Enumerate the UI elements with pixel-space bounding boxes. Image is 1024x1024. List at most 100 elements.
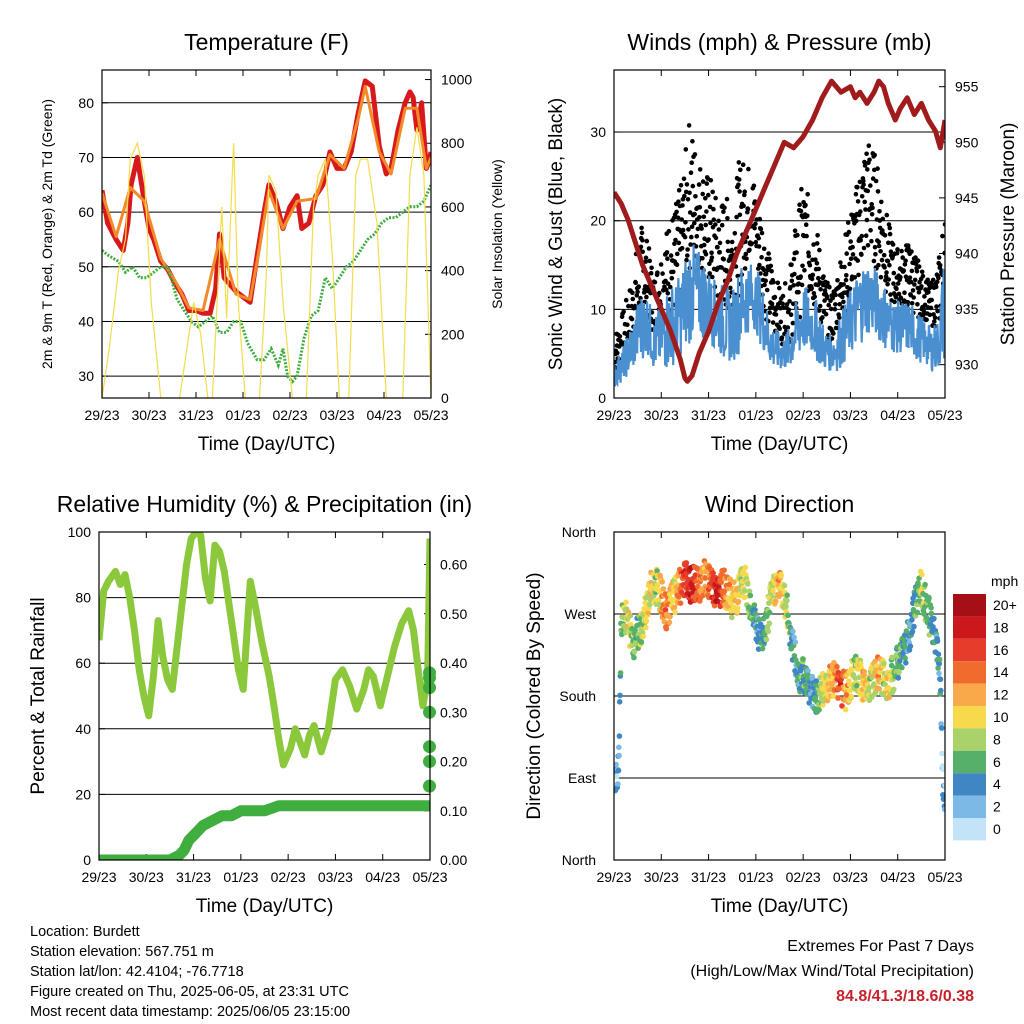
winds-gust-point	[826, 302, 831, 308]
winds-pressure-line	[614, 78, 945, 384]
direction-point	[857, 660, 864, 667]
winds-gust-point	[895, 247, 900, 252]
winds-gust-point	[942, 250, 945, 256]
winds-gust-point	[648, 270, 654, 276]
winds-gust-point	[743, 251, 749, 257]
winds-ytick-label: 10	[590, 301, 606, 317]
winds-gust-point	[845, 220, 851, 225]
direction-point	[656, 601, 662, 608]
winds-gust-point	[861, 182, 866, 187]
direction-point	[847, 687, 853, 694]
direction-point	[790, 628, 796, 635]
winds-gust-point	[664, 287, 669, 293]
direction-point	[659, 579, 665, 585]
winds-gust-point	[866, 143, 872, 148]
winds-gust-point	[699, 226, 704, 231]
winds-gust-point	[626, 303, 631, 309]
winds-gust-point	[859, 194, 865, 199]
winds-gust-point	[886, 240, 891, 246]
legend-swatch	[953, 795, 986, 818]
winds-gust-point	[799, 186, 804, 192]
winds-gust-point	[700, 255, 705, 261]
winds-gust-point	[736, 177, 742, 182]
direction-point	[731, 579, 737, 585]
direction-point	[876, 686, 883, 692]
winds-xtick-label: 29/23	[596, 407, 631, 423]
winds-gust-point	[919, 284, 924, 289]
winds-gust-point	[614, 359, 618, 365]
winds-gust-point	[721, 257, 726, 262]
temperature-ytick-label: 70	[78, 149, 94, 165]
direction-point	[903, 660, 909, 666]
winds-gust-point	[900, 255, 905, 260]
winds-gust-point	[901, 268, 907, 273]
direction-point	[741, 587, 748, 594]
winds-gust-point	[686, 227, 691, 232]
winds-gust-point	[883, 274, 889, 279]
winds-gust-point	[798, 208, 804, 214]
extremes-title: Extremes For Past 7 Days	[787, 938, 974, 955]
direction-point	[614, 773, 620, 780]
direction-point	[813, 678, 820, 684]
station-location: Location: Burdett	[30, 924, 140, 940]
winds-gust-point	[884, 212, 890, 218]
winds-gust-point	[898, 274, 903, 280]
direction-point	[902, 655, 908, 662]
winds-gust-point	[771, 279, 776, 285]
winds-gust-point	[707, 204, 713, 210]
direction-point	[744, 581, 751, 587]
winds-gust-point	[879, 199, 884, 205]
winds-gust-point	[805, 213, 810, 219]
winds-gust-point	[665, 281, 671, 287]
winds-gust-point	[844, 251, 849, 256]
winds-xtick-label: 05/23	[927, 407, 962, 423]
temperature-xtick-label: 02/23	[272, 407, 307, 423]
humidity-frame	[98, 531, 431, 861]
humidity-xtick-label: 29/23	[81, 869, 116, 885]
winds-gust-point	[713, 195, 718, 201]
direction-point	[617, 692, 623, 699]
direction-point	[632, 627, 638, 634]
legend-swatch	[953, 594, 986, 617]
winds-gust-point	[890, 242, 896, 247]
humidity-ytick-label: 0	[83, 852, 91, 868]
direction-point	[752, 607, 758, 613]
winds-gust-point	[735, 273, 740, 279]
winds-gust-point	[932, 319, 937, 324]
direction-frame	[613, 531, 946, 861]
winds-gust-point	[895, 281, 901, 286]
direction-point	[888, 662, 895, 669]
figure-created: Figure created on Thu, 2025-06-05, at 23…	[30, 984, 349, 1000]
direction-point	[770, 587, 776, 594]
winds-gust-point	[805, 192, 810, 197]
winds-chart: Winds (mph) & Pressure (mb) 0 10 20 30 930 935…	[546, 29, 1019, 455]
direction-point	[660, 586, 667, 592]
winds-gust-point	[643, 255, 649, 261]
winds-gust-point	[709, 250, 714, 256]
humidity-xtick-label: 30/23	[129, 869, 164, 885]
temperature-temp_9m-line	[102, 84, 431, 312]
winds-gust-point	[790, 320, 796, 326]
winds-gust-point	[899, 248, 904, 254]
winds-gust-point	[863, 233, 869, 238]
winds-gust-point	[855, 199, 861, 204]
humidity-xtick-label: 05/23	[412, 869, 447, 885]
direction-point	[899, 664, 905, 671]
direction-point	[666, 619, 673, 626]
winds-gust-point	[841, 299, 846, 305]
direction-xlabel: Time (Day/UTC)	[711, 896, 849, 917]
direction-point	[760, 624, 766, 631]
winds-gust-point	[686, 123, 692, 128]
winds-gust-point	[823, 311, 829, 317]
direction-point	[830, 693, 837, 699]
winds-gust-point	[753, 239, 759, 245]
direction-point	[661, 618, 668, 625]
winds-gust-point	[729, 239, 735, 245]
direction-point	[615, 781, 621, 787]
direction-point	[734, 605, 741, 611]
winds-gust-point	[882, 233, 888, 238]
direction-point	[785, 612, 791, 619]
direction-point	[784, 597, 790, 604]
direction-title: Wind Direction	[705, 491, 855, 517]
direction-point	[914, 609, 921, 616]
